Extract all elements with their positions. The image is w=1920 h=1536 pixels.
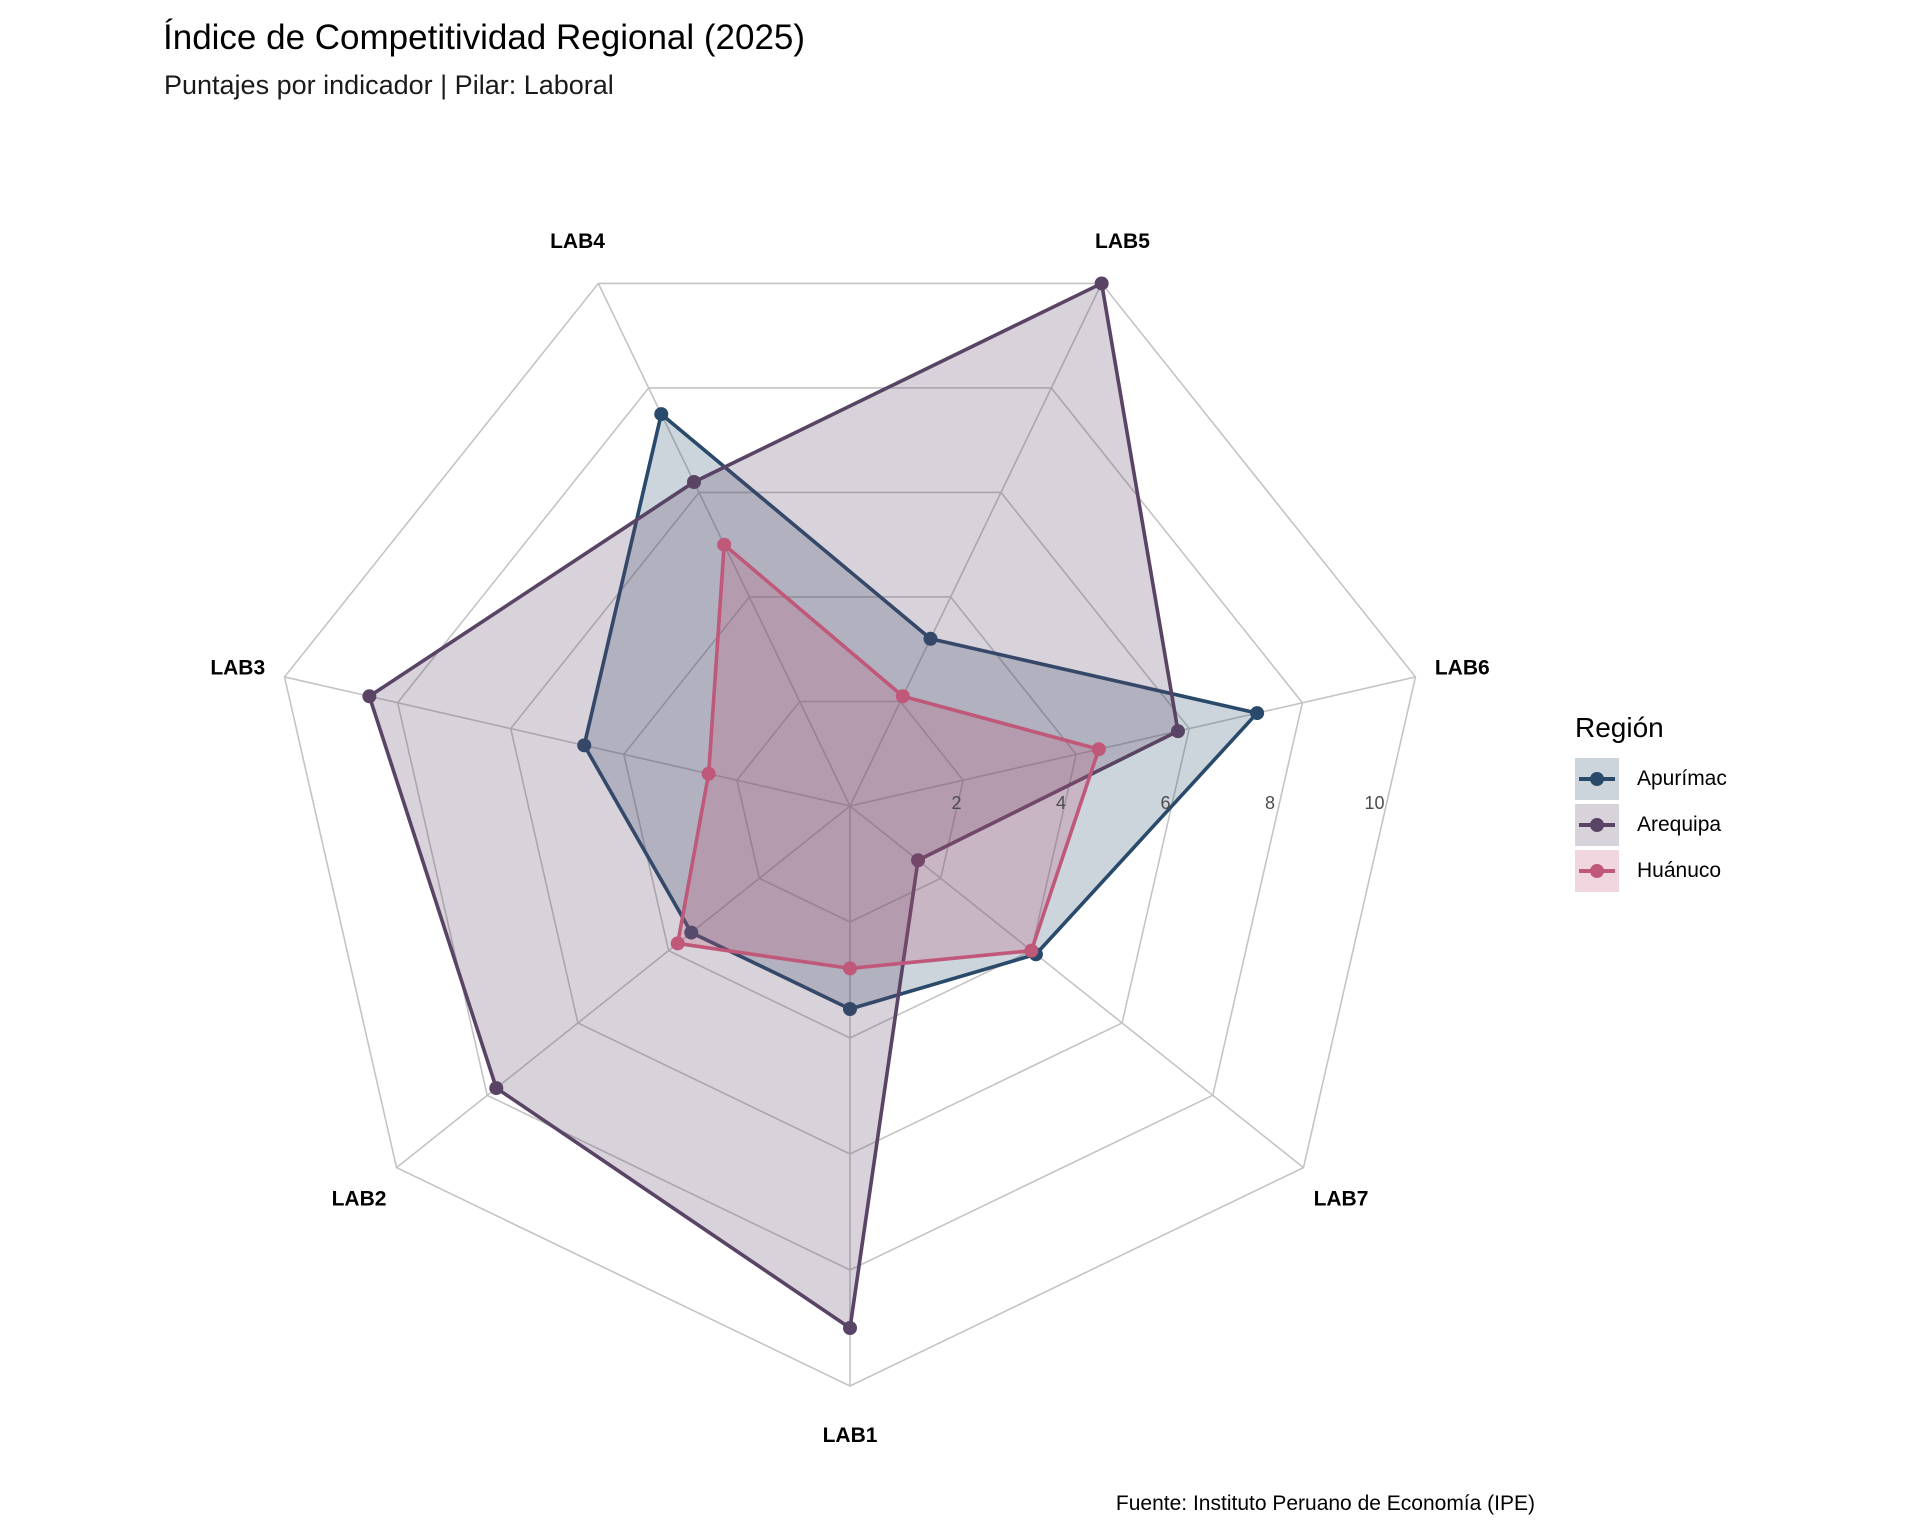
point-apurimac-lab5 [923, 631, 938, 646]
point-apurimac-lab6 [1250, 706, 1265, 721]
legend-label-huanuco: Huánuco [1637, 859, 1722, 882]
spoke-lab6 [849, 676, 1416, 807]
line-arequipa [367, 281, 1180, 1330]
tick-label-8: 8 [1265, 793, 1275, 813]
point-arequipa-lab2 [489, 1081, 504, 1096]
point-arequipa-lab6 [1170, 724, 1185, 739]
axis-label-lab5: LAB5 [1095, 230, 1150, 253]
spoke-lab5 [849, 283, 1103, 807]
axis-label-lab4: LAB4 [550, 230, 605, 253]
point-arequipa-lab7 [911, 853, 926, 868]
tick-label-2: 2 [952, 793, 962, 813]
axis-label-lab7: LAB7 [1314, 1188, 1369, 1211]
point-arequipa-lab1 [843, 1321, 857, 1335]
legend-items: Apurímac Arequipa Huánuco [1575, 756, 1727, 894]
point-huanuco-lab7 [1024, 943, 1039, 958]
line-apurimac [582, 412, 1259, 1011]
legend-item-apurimac: Apurímac [1575, 756, 1727, 802]
radar-labels: 2 4 6 8 10 LAB1 LAB2 LAB3 LAB4 LAB5 LAB6 LAB7 [210, 230, 1489, 1447]
point-apurimac-lab3 [577, 738, 592, 753]
legend-item-huanuco: Huánuco [1575, 848, 1727, 894]
axis-label-lab6: LAB6 [1435, 656, 1490, 679]
grid-ring-6 [509, 491, 1191, 1155]
point-arequipa-lab3 [362, 689, 377, 704]
legend-key-arequipa [1575, 804, 1619, 846]
area-arequipa [369, 283, 1178, 1329]
legend-title: Región [1575, 712, 1664, 743]
grid-ring-8 [396, 387, 1304, 1271]
area-huanuco [677, 544, 1099, 969]
tick-label-6: 6 [1161, 793, 1171, 813]
grid-ring-10 [283, 282, 1417, 1387]
legend-label-apurimac: Apurímac [1637, 767, 1727, 790]
spoke-lab3 [284, 676, 851, 807]
legend: Región Apurímac Arequipa Huánuco [1575, 712, 1727, 894]
radar-grid [283, 282, 1417, 1387]
line-huanuco [675, 542, 1101, 971]
axis-label-lab1: LAB1 [823, 1424, 878, 1447]
legend-label-arequipa: Arequipa [1637, 813, 1722, 836]
chart-subtitle: Puntajes por indicador | Pilar: Laboral [164, 70, 614, 100]
point-huanuco-lab5 [895, 689, 910, 704]
chart-caption: Fuente: Instituto Peruano de Economía (I… [1115, 1492, 1535, 1515]
axis-label-lab2: LAB2 [332, 1188, 387, 1211]
point-apurimac-lab2 [684, 925, 699, 940]
point-arequipa-lab5 [1094, 276, 1109, 291]
point-huanuco-lab4 [717, 537, 732, 552]
point-arequipa-lab4 [686, 475, 701, 490]
tick-label-10: 10 [1365, 793, 1385, 813]
point-apurimac-lab1 [843, 1002, 857, 1016]
point-huanuco-lab3 [701, 766, 716, 781]
legend-item-arequipa: Arequipa [1575, 802, 1727, 848]
point-huanuco-lab1 [843, 961, 857, 976]
axis-label-lab3: LAB3 [210, 656, 265, 679]
legend-key-apurimac [1575, 758, 1619, 800]
tick-label-4: 4 [1056, 793, 1066, 813]
point-huanuco-lab2 [670, 936, 685, 951]
chart-title: Índice de Competitividad Regional (2025) [163, 18, 806, 57]
grid-ring-2 [736, 700, 964, 923]
point-apurimac-lab4 [654, 407, 669, 422]
spoke-lab2 [396, 805, 851, 1169]
area-apurimac [584, 414, 1258, 1009]
grid-ring-4 [622, 596, 1078, 1039]
point-huanuco-lab6 [1091, 742, 1106, 757]
radar-series [362, 276, 1265, 1335]
legend-key-huanuco [1575, 850, 1619, 892]
spoke-lab7 [849, 805, 1304, 1169]
